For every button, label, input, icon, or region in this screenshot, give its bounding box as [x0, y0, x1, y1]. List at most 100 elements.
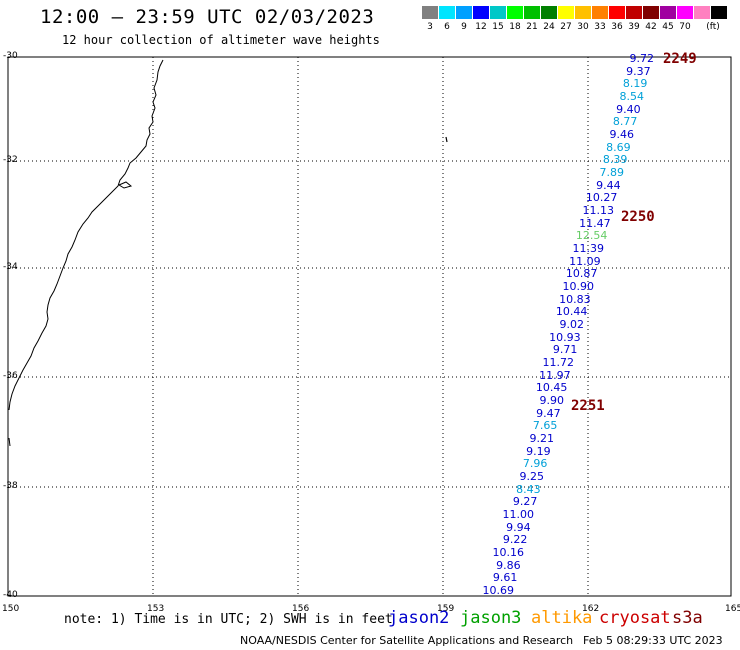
scale-label: 24: [543, 22, 555, 32]
map-frame: [7, 56, 732, 597]
scale-swatch: [575, 6, 591, 19]
swh-value: 11.72: [542, 356, 575, 369]
scale-swatch: [507, 6, 523, 19]
swh-value: 10.27: [585, 191, 618, 205]
swh-value: 10.69: [482, 584, 515, 597]
map-subtitle: 12 hour collection of altimeter wave hei…: [62, 33, 380, 47]
swh-value: 8.69: [606, 140, 631, 154]
scale-swatch: [660, 6, 676, 19]
swh-value: 8.39: [602, 153, 628, 167]
scale-unit: (ft): [706, 22, 720, 32]
swh-value: 11.09: [569, 254, 601, 268]
swh-value: 10.44: [555, 305, 588, 319]
legend-entry-cryosat: cryosat: [599, 608, 671, 628]
scale-label: 36: [611, 22, 623, 32]
swh-value: 11.97: [539, 368, 571, 382]
swh-value: 10.87: [565, 267, 598, 281]
scale-label: 6: [444, 22, 450, 32]
scale-label: 33: [594, 22, 606, 32]
swh-value: 9.22: [502, 533, 528, 547]
scale-swatch: [541, 6, 557, 19]
scale-swatch: [473, 6, 489, 19]
latitude-label: -30: [3, 51, 18, 61]
scale-swatch: [439, 6, 455, 19]
swh-value: 9.44: [596, 178, 621, 192]
scale-swatch: [643, 6, 659, 19]
coastline-fragment: [8, 437, 11, 447]
track-time-label: 2250: [621, 209, 655, 225]
scale-label: 9: [461, 22, 467, 32]
scale-swatch: [524, 6, 540, 19]
track-time-label: 2249: [663, 51, 697, 67]
swh-value: 9.37: [626, 64, 651, 78]
swh-value: 9.02: [559, 318, 585, 331]
swh-value: 7.89: [599, 166, 625, 179]
longitude-label: 165: [725, 604, 740, 614]
swh-value: 11.39: [572, 242, 605, 255]
latitude-label: -34: [3, 262, 18, 272]
swh-value: 9.86: [496, 558, 521, 572]
swh-value: 9.40: [616, 102, 641, 116]
swh-value: 8.43: [516, 482, 541, 496]
latitude-label: -40: [3, 590, 18, 600]
swh-value: 9.72: [629, 52, 655, 65]
swh-value: 10.93: [549, 330, 581, 344]
legend-entry-jason2: jason2: [388, 608, 450, 628]
swh-value: 9.47: [536, 406, 561, 420]
swh-value: 9.27: [512, 495, 538, 509]
legend-entry-altika: altika: [531, 608, 593, 628]
coastline: [8, 59, 164, 411]
scale-label: 39: [628, 22, 640, 32]
scale-swatch: [490, 6, 506, 19]
swh-value: 9.46: [609, 128, 635, 141]
swh-value: 7.65: [532, 419, 558, 433]
legend-entry-jason3: jason3: [460, 608, 522, 628]
swh-value: 12.54: [575, 229, 608, 243]
scale-label: 12: [475, 22, 487, 32]
swh-value: 10.45: [535, 381, 568, 395]
longitude-label: 159: [437, 604, 455, 614]
scale-label: 30: [577, 22, 589, 32]
scale-label: 15: [492, 22, 504, 32]
scale-swatch: [592, 6, 608, 19]
track-time-label: 2251: [571, 398, 605, 414]
swh-value: 8.19: [622, 77, 648, 91]
swh-value: 9.71: [552, 343, 578, 357]
scale-label: 3: [427, 22, 433, 32]
latitude-label: -32: [3, 155, 18, 165]
generated-timestamp: Feb 5 08:29:33 UTC 2023: [583, 634, 723, 647]
scale-label: 21: [526, 22, 538, 32]
scale-label: 27: [560, 22, 572, 32]
longitude-label: 150: [2, 604, 20, 614]
swh-value: 8.77: [612, 115, 638, 129]
scale-swatch: [677, 6, 693, 19]
credit-line: NOAA/NESDIS Center for Satellite Applica…: [240, 634, 574, 647]
grid-lines: [8, 57, 731, 596]
swh-value: 9.90: [539, 394, 565, 407]
latitude-label: -38: [3, 481, 18, 491]
longitude-label: 153: [147, 604, 165, 614]
scale-swatch: [456, 6, 472, 19]
swh-value: 9.19: [526, 444, 551, 458]
swh-value: 8.54: [619, 90, 645, 103]
scale-swatch: [711, 6, 727, 19]
scale-label: 45: [662, 22, 674, 32]
swh-value: 10.90: [562, 280, 595, 293]
latitude-label: -36: [3, 371, 18, 381]
swh-value: 11.47: [579, 216, 611, 230]
swh-value: 9.21: [529, 432, 555, 445]
legend-entry-s3a: s3a: [672, 608, 703, 628]
scale-label: 42: [645, 22, 657, 32]
swh-value: 11.00: [502, 508, 535, 521]
longitude-label: 162: [582, 604, 600, 614]
swh-value: 11.13: [582, 204, 615, 217]
scale-swatch: [558, 6, 574, 19]
swh-value: 9.94: [506, 520, 531, 534]
map-title: 12:00 — 23:59 UTC 02/03/2023: [40, 6, 375, 28]
scale-label: 18: [509, 22, 521, 32]
scale-swatch: [626, 6, 642, 19]
swh-value: 9.25: [519, 470, 545, 483]
swh-value: 9.61: [492, 571, 518, 585]
swh-value: 10.83: [559, 292, 591, 306]
